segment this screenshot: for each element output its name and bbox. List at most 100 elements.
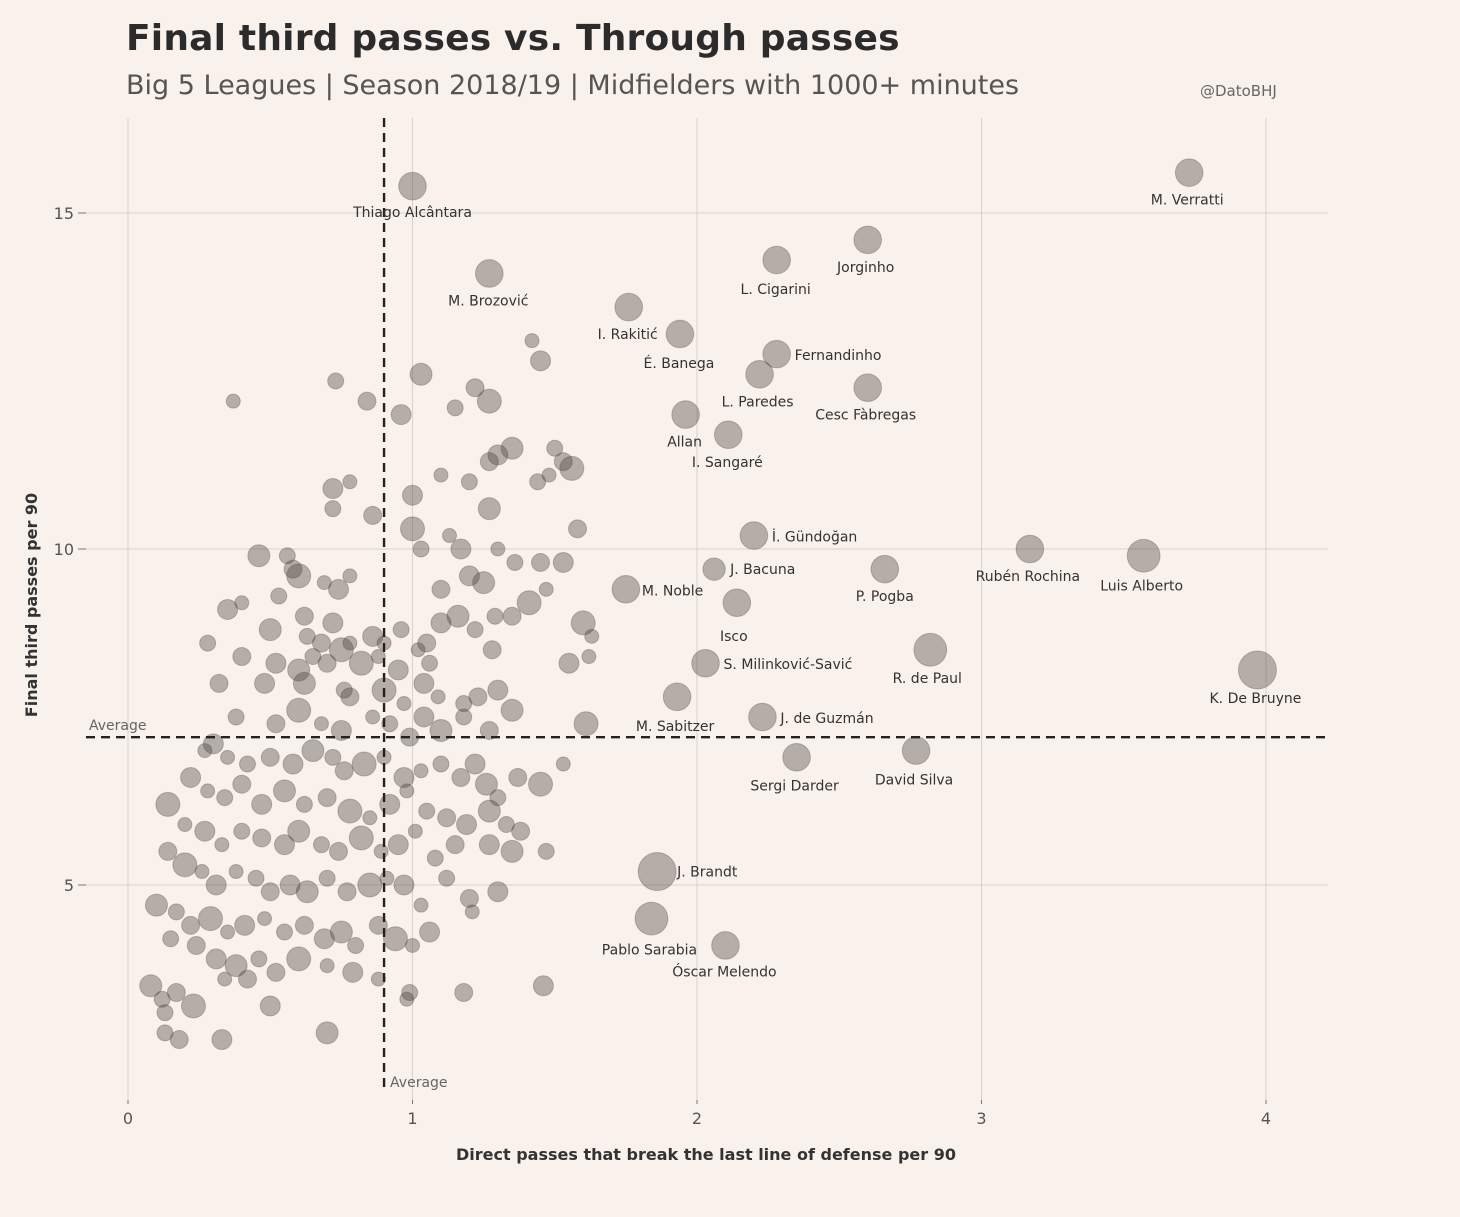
data-point — [329, 920, 353, 944]
data-point — [559, 455, 585, 481]
data-point — [478, 834, 500, 856]
point-label: R. de Paul — [893, 671, 962, 687]
data-point — [275, 923, 293, 941]
data-point — [429, 718, 453, 742]
data-point-labeled — [611, 575, 641, 604]
data-point-labeled — [853, 225, 883, 255]
data-point — [417, 633, 437, 653]
data-point — [233, 822, 251, 840]
data-point-labeled — [722, 588, 752, 618]
data-point — [399, 783, 415, 799]
data-point — [254, 672, 276, 694]
data-point — [211, 1029, 233, 1051]
data-point — [552, 551, 574, 573]
data-point-labeled — [634, 901, 669, 936]
axis-layer: 0 1 2 3 4 5 10 15 — [54, 204, 1271, 1128]
x-tick-label: 4 — [1261, 1109, 1271, 1128]
data-point — [312, 836, 330, 854]
data-point-labeled — [1174, 158, 1204, 187]
data-point — [318, 869, 336, 887]
data-point — [508, 767, 528, 787]
data-point-labeled — [853, 373, 883, 403]
data-point — [573, 711, 599, 737]
data-point — [570, 610, 596, 636]
data-point — [379, 870, 395, 886]
data-point — [432, 755, 450, 773]
data-point — [216, 789, 234, 807]
data-point — [546, 439, 564, 457]
point-label: Luis Alberto — [1100, 579, 1183, 595]
data-point — [413, 706, 435, 728]
data-point-labeled — [713, 420, 743, 450]
data-point — [407, 823, 423, 839]
data-point — [329, 841, 349, 861]
data-point-labeled — [671, 400, 700, 429]
data-point — [502, 606, 522, 626]
data-point — [455, 708, 473, 726]
data-point — [401, 984, 419, 1002]
data-point — [139, 974, 163, 998]
data-point — [194, 864, 210, 880]
data-point — [365, 709, 381, 725]
point-label: I. Rakitić — [598, 327, 658, 343]
data-point — [387, 659, 409, 681]
data-point — [373, 843, 389, 859]
data-point — [270, 587, 288, 605]
data-point — [553, 452, 573, 472]
data-point — [357, 391, 377, 411]
data-point — [464, 753, 486, 775]
data-point — [298, 627, 316, 645]
author-credit: @DatoBHJ — [1200, 82, 1277, 100]
point-label: David Silva — [875, 773, 953, 789]
y-average-label: Average — [89, 718, 147, 734]
point-label: É. Banega — [643, 355, 714, 372]
data-point-labeled — [614, 292, 644, 322]
data-point-labeled — [1237, 650, 1277, 690]
data-point — [237, 969, 257, 989]
data-point-labeled — [901, 736, 931, 765]
data-point — [257, 911, 273, 927]
data-point — [456, 814, 478, 836]
data-point — [446, 399, 464, 417]
data-point — [252, 828, 272, 848]
data-point — [477, 497, 501, 521]
data-point — [538, 581, 554, 597]
data-point — [393, 874, 415, 896]
data-point — [531, 552, 551, 572]
data-point — [292, 671, 316, 695]
data-point — [337, 798, 363, 824]
data-point-labeled — [739, 521, 769, 550]
point-label: Cesc Fàbregas — [815, 408, 916, 424]
data-point — [200, 783, 216, 799]
data-point — [328, 578, 350, 600]
point-label: İ. Gündoğan — [772, 528, 857, 546]
data-point — [286, 946, 312, 972]
data-point — [584, 628, 600, 644]
data-point — [232, 774, 252, 794]
data-point — [156, 1024, 174, 1042]
data-point — [438, 869, 456, 887]
data-point — [258, 618, 282, 642]
data-point-labeled — [691, 648, 720, 678]
data-point — [363, 505, 383, 525]
data-point — [412, 540, 430, 558]
data-point — [220, 924, 236, 940]
data-point — [250, 950, 268, 968]
data-point — [506, 553, 524, 571]
data-point — [382, 926, 408, 952]
data-point — [500, 698, 524, 722]
data-point — [558, 652, 580, 674]
data-point — [177, 817, 193, 833]
y-tick-label: 10 — [54, 540, 74, 559]
data-point — [348, 650, 374, 676]
data-point — [186, 935, 206, 955]
data-point-labeled — [913, 632, 948, 667]
data-point — [362, 810, 378, 826]
point-label: K. De Bruyne — [1209, 691, 1301, 707]
data-point — [172, 852, 198, 878]
data-point — [430, 612, 452, 634]
data-point — [342, 635, 358, 651]
data-point — [224, 954, 248, 978]
data-point — [528, 771, 554, 797]
data-point — [468, 687, 488, 707]
